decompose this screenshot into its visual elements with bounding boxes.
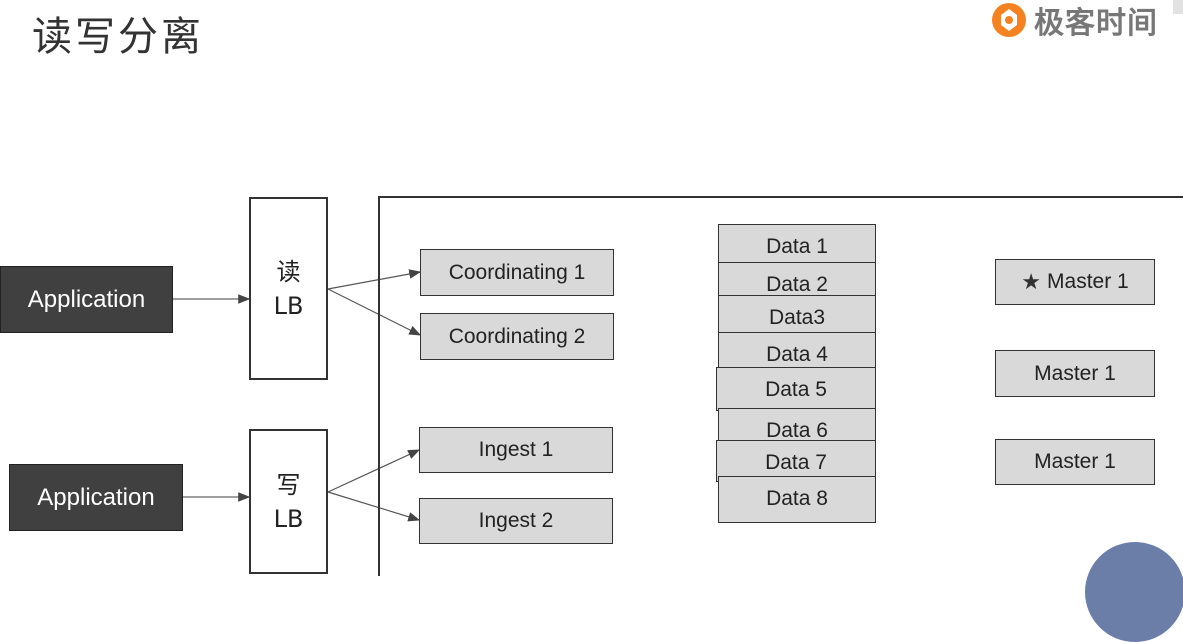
write-lb-line2: LB — [273, 504, 304, 533]
application-box-write: Application — [9, 464, 183, 531]
page-title: 读写分离 — [32, 14, 204, 60]
ingest-node-2: Ingest 2 — [419, 498, 613, 544]
coordinating-node-1: Coordinating 1 — [420, 249, 614, 296]
arrow-read-lb-to-coord2 — [327, 288, 422, 336]
write-lb-line1: 写 — [276, 470, 301, 499]
master-node-3: Master 1 — [995, 439, 1155, 485]
application-box-read: Application — [0, 266, 173, 333]
ingest-node-1: Ingest 1 — [419, 427, 613, 473]
master-node-1: ★ Master 1 — [995, 259, 1155, 305]
connector-layer — [173, 269, 422, 522]
coordinating-node-2: Coordinating 2 — [420, 313, 614, 360]
brand-name: 极客时间 — [1034, 6, 1158, 41]
arrow-write-lb-to-ingest2 — [327, 491, 421, 522]
read-lb-line2: LB — [273, 291, 304, 320]
star-icon: ★ — [1021, 269, 1042, 294]
read-lb-line1: 读 — [276, 257, 301, 286]
data-node-8: Data 8 — [718, 476, 876, 523]
arrow-read-lb-to-coord1 — [327, 269, 422, 290]
cluster-boundary — [378, 196, 1183, 576]
write-lb-box: 写 LB — [249, 429, 328, 574]
data-node-5: Data 5 — [716, 367, 876, 411]
read-lb-box: 读 LB — [249, 197, 328, 380]
brand-logo-group: 极客时间 — [990, 0, 1158, 41]
master-node-2: Master 1 — [995, 350, 1155, 397]
geektime-logo-icon — [992, 3, 1026, 37]
data-node-7: Data 7 — [716, 440, 876, 482]
corner-marker — [1173, 0, 1183, 14]
master-node-1-label: Master 1 — [1047, 270, 1129, 293]
presenter-avatar — [1085, 542, 1183, 642]
arrow-write-lb-to-ingest1 — [327, 449, 421, 493]
